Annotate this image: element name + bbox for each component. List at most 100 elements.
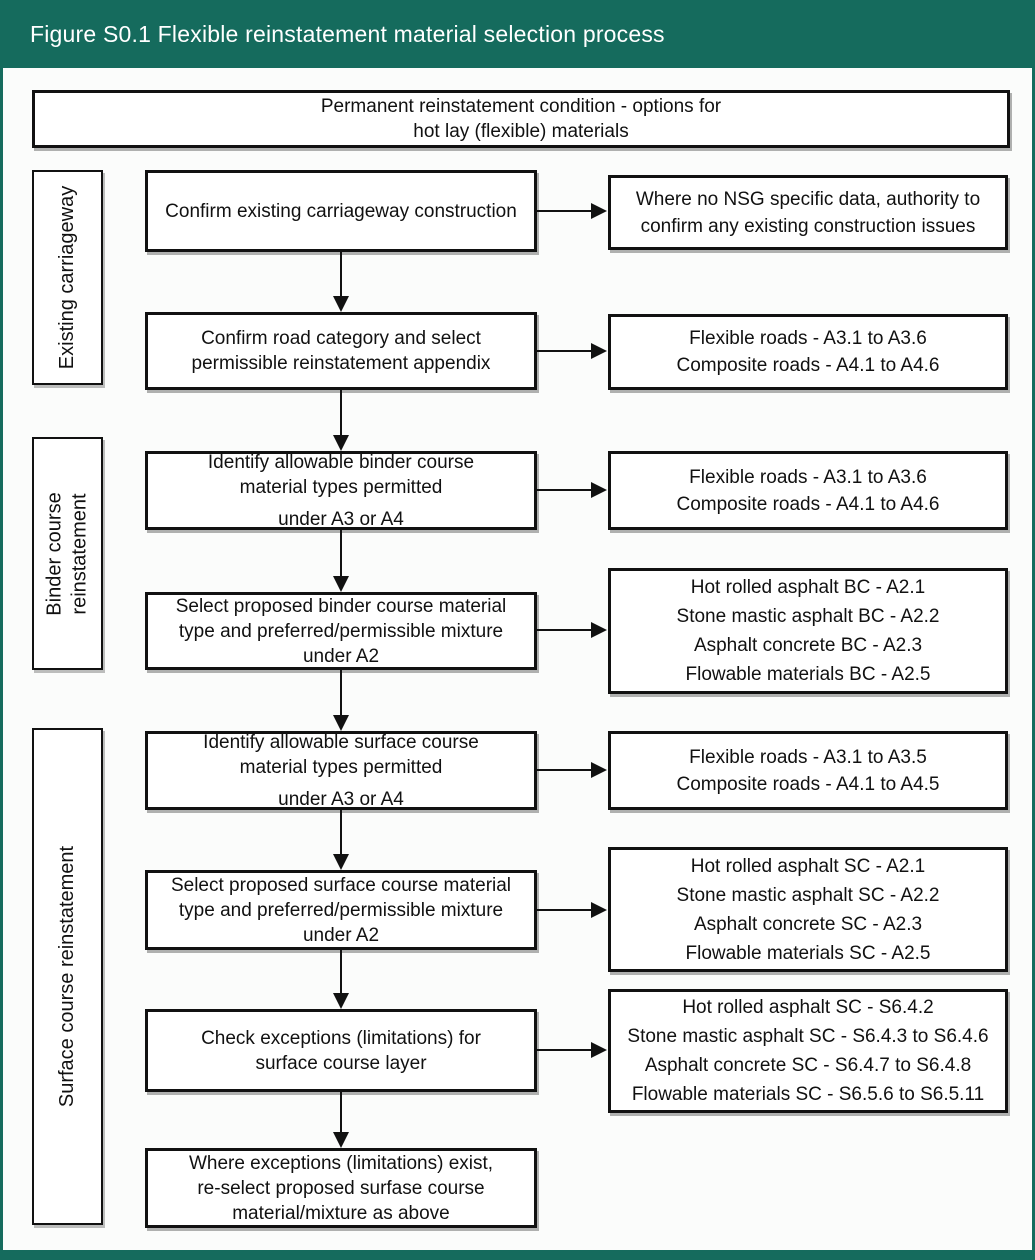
box-text-line: Hot rolled asphalt SC - S6.4.2 bbox=[682, 997, 934, 1018]
down-arrow-head bbox=[333, 435, 349, 451]
down-arrow-head bbox=[333, 854, 349, 870]
box-text-line: Select proposed surface course material bbox=[170, 874, 512, 896]
category-label-text: Binder course reinstatement bbox=[43, 492, 93, 615]
process-box-check-exceptions: Check exceptions (limitations) for surfa… bbox=[145, 1009, 537, 1092]
right-arrow-head bbox=[591, 203, 607, 219]
process-box-identify-binder-materials: Identify allowable binder course materia… bbox=[145, 451, 537, 530]
right-arrow-line bbox=[537, 769, 591, 771]
figure-border-left bbox=[0, 68, 3, 1260]
box-text-line: Binder course bbox=[43, 491, 66, 616]
box-text-line: Check exceptions (limitations) for bbox=[201, 1027, 481, 1049]
right-arrow-head bbox=[591, 902, 607, 918]
right-arrow-head bbox=[591, 762, 607, 778]
reference-box-surface-exceptions: Hot rolled asphalt SC - S6.4.2 Stone mas… bbox=[608, 989, 1008, 1113]
box-text-line: Asphalt concrete SC - S6.4.7 to S6.4.8 bbox=[644, 1055, 972, 1076]
process-box-select-binder-material: Select proposed binder course material t… bbox=[145, 592, 537, 670]
right-arrow-head bbox=[591, 1042, 607, 1058]
down-arrow-line bbox=[340, 1092, 342, 1132]
box-text-line: Hot rolled asphalt SC - A2.1 bbox=[690, 855, 926, 877]
down-arrow-line bbox=[340, 810, 342, 854]
right-arrow-head bbox=[591, 622, 607, 638]
box-text-line: Flowable materials SC - S6.5.6 to S6.5.1… bbox=[631, 1084, 985, 1105]
right-arrow-head bbox=[591, 482, 607, 498]
box-text-line: Flexible roads - A3.1 to A3.6 bbox=[689, 466, 927, 488]
box-text-line: Flexible roads - A3.1 to A3.6 bbox=[689, 328, 927, 349]
box-text-line: Composite roads - A4.1 to A4.5 bbox=[676, 773, 940, 795]
box-text-line: Surface course reinstatement bbox=[56, 845, 78, 1108]
box-text-line: permissible reinstatement appendix bbox=[191, 353, 491, 374]
down-arrow-head bbox=[333, 576, 349, 592]
box-text-line: Permanent reinstatement condition - opti… bbox=[320, 96, 722, 117]
down-arrow-line bbox=[340, 670, 342, 715]
right-arrow-line bbox=[537, 909, 591, 911]
box-text-line: Flowable materials BC - A2.5 bbox=[685, 664, 931, 685]
box-text-line: Hot rolled asphalt BC - A2.1 bbox=[690, 577, 926, 598]
box-text-line: Identify allowable surface course bbox=[203, 731, 479, 753]
box-text-line: Stone mastic asphalt SC - S6.4.3 to S6.4… bbox=[627, 1026, 989, 1047]
box-text-line: Existing carriageway bbox=[56, 185, 79, 370]
box-text-line: under A2 bbox=[302, 924, 380, 946]
box-text-line: confirm any existing construction issues bbox=[640, 215, 976, 237]
box-text-line: Select proposed binder course material bbox=[175, 595, 507, 617]
box-text-line: material/mixture as above bbox=[232, 1202, 450, 1224]
process-box-identify-surface-materials: Identify allowable surface course materi… bbox=[145, 731, 537, 810]
reference-box-binder-materials: Hot rolled asphalt BC - A2.1 Stone masti… bbox=[608, 568, 1008, 694]
box-text-line: Where no NSG specific data, authority to bbox=[635, 188, 981, 210]
process-box-select-surface-material: Select proposed surface course material … bbox=[145, 870, 537, 950]
figure-title: Figure S0.1 Flexible reinstatement mater… bbox=[30, 20, 665, 47]
box-text-line: Stone mastic asphalt BC - A2.2 bbox=[676, 606, 940, 627]
box-text-line: Asphalt concrete SC - A2.3 bbox=[693, 913, 923, 935]
box-text-line: Confirm road category and select bbox=[201, 328, 481, 349]
box-text-line: Flexible roads - A3.1 to A3.5 bbox=[689, 746, 927, 768]
right-arrow-line bbox=[537, 629, 591, 631]
box-text-line: Composite roads - A4.1 to A4.6 bbox=[676, 355, 940, 376]
box-text-line: type and preferred/permissible mixture bbox=[178, 620, 504, 642]
figure-header: Figure S0.1 Flexible reinstatement mater… bbox=[0, 0, 1035, 68]
process-box-permanent-condition: Permanent reinstatement condition - opti… bbox=[32, 90, 1010, 148]
category-label-text: Existing carriageway bbox=[55, 186, 80, 369]
box-text-line: material types permitted bbox=[239, 756, 443, 778]
box-text-line: under A3 or A4 bbox=[278, 788, 404, 810]
box-text-line: Identify allowable binder course bbox=[207, 451, 475, 473]
process-box-reselect-material: Where exceptions (limitations) exist, re… bbox=[145, 1148, 537, 1228]
process-box-road-category: Confirm road category and select permiss… bbox=[145, 312, 537, 390]
category-label-binder-course: Binder course reinstatement bbox=[32, 437, 103, 670]
figure-border-right bbox=[1032, 68, 1035, 1260]
reference-box-nsg-data: Where no NSG specific data, authority to… bbox=[608, 175, 1008, 250]
down-arrow-head bbox=[333, 296, 349, 312]
box-text-line: material types permitted bbox=[239, 476, 443, 498]
box-text-line: type and preferred/permissible mixture bbox=[178, 899, 504, 921]
box-text-line: reinstatement bbox=[68, 492, 91, 615]
process-box-confirm-construction: Confirm existing carriageway constructio… bbox=[145, 170, 537, 252]
reference-box-road-appendices-1: Flexible roads - A3.1 to A3.6 Composite … bbox=[608, 314, 1008, 390]
box-text-line: re-select proposed surfase course bbox=[197, 1177, 485, 1199]
down-arrow-head bbox=[333, 993, 349, 1009]
down-arrow-line bbox=[340, 390, 342, 435]
reference-box-surface-materials: Hot rolled asphalt SC - A2.1 Stone masti… bbox=[608, 847, 1008, 972]
down-arrow-line bbox=[340, 252, 342, 296]
box-text-line: surface course layer bbox=[255, 1052, 427, 1074]
down-arrow-head bbox=[333, 1132, 349, 1148]
box-text-line: Where exceptions (limitations) exist, bbox=[188, 1152, 494, 1174]
right-arrow-line bbox=[537, 210, 591, 212]
box-text-line: hot lay (flexible) materials bbox=[413, 121, 629, 142]
category-label-existing-carriageway: Existing carriageway bbox=[32, 170, 103, 385]
figure-border-bottom bbox=[0, 1250, 1035, 1260]
category-label-text: Surface course reinstatement bbox=[55, 846, 80, 1107]
down-arrow-line bbox=[340, 950, 342, 993]
box-text-line: Stone mastic asphalt SC - A2.2 bbox=[676, 884, 940, 906]
box-text-line: Flowable materials SC - A2.5 bbox=[685, 942, 931, 964]
right-arrow-line bbox=[537, 1049, 591, 1051]
box-text-line: Confirm existing carriageway constructio… bbox=[165, 200, 517, 222]
reference-box-road-appendices-2: Flexible roads - A3.1 to A3.6 Composite … bbox=[608, 451, 1008, 530]
right-arrow-line bbox=[537, 489, 591, 491]
down-arrow-line bbox=[340, 530, 342, 576]
box-text-line: under A2 bbox=[302, 645, 380, 667]
right-arrow-head bbox=[591, 343, 607, 359]
down-arrow-head bbox=[333, 715, 349, 731]
reference-box-road-appendices-3: Flexible roads - A3.1 to A3.5 Composite … bbox=[608, 731, 1008, 810]
category-label-surface-course: Surface course reinstatement bbox=[32, 728, 103, 1225]
box-text-line: Asphalt concrete BC - A2.3 bbox=[693, 635, 923, 656]
right-arrow-line bbox=[537, 350, 591, 352]
